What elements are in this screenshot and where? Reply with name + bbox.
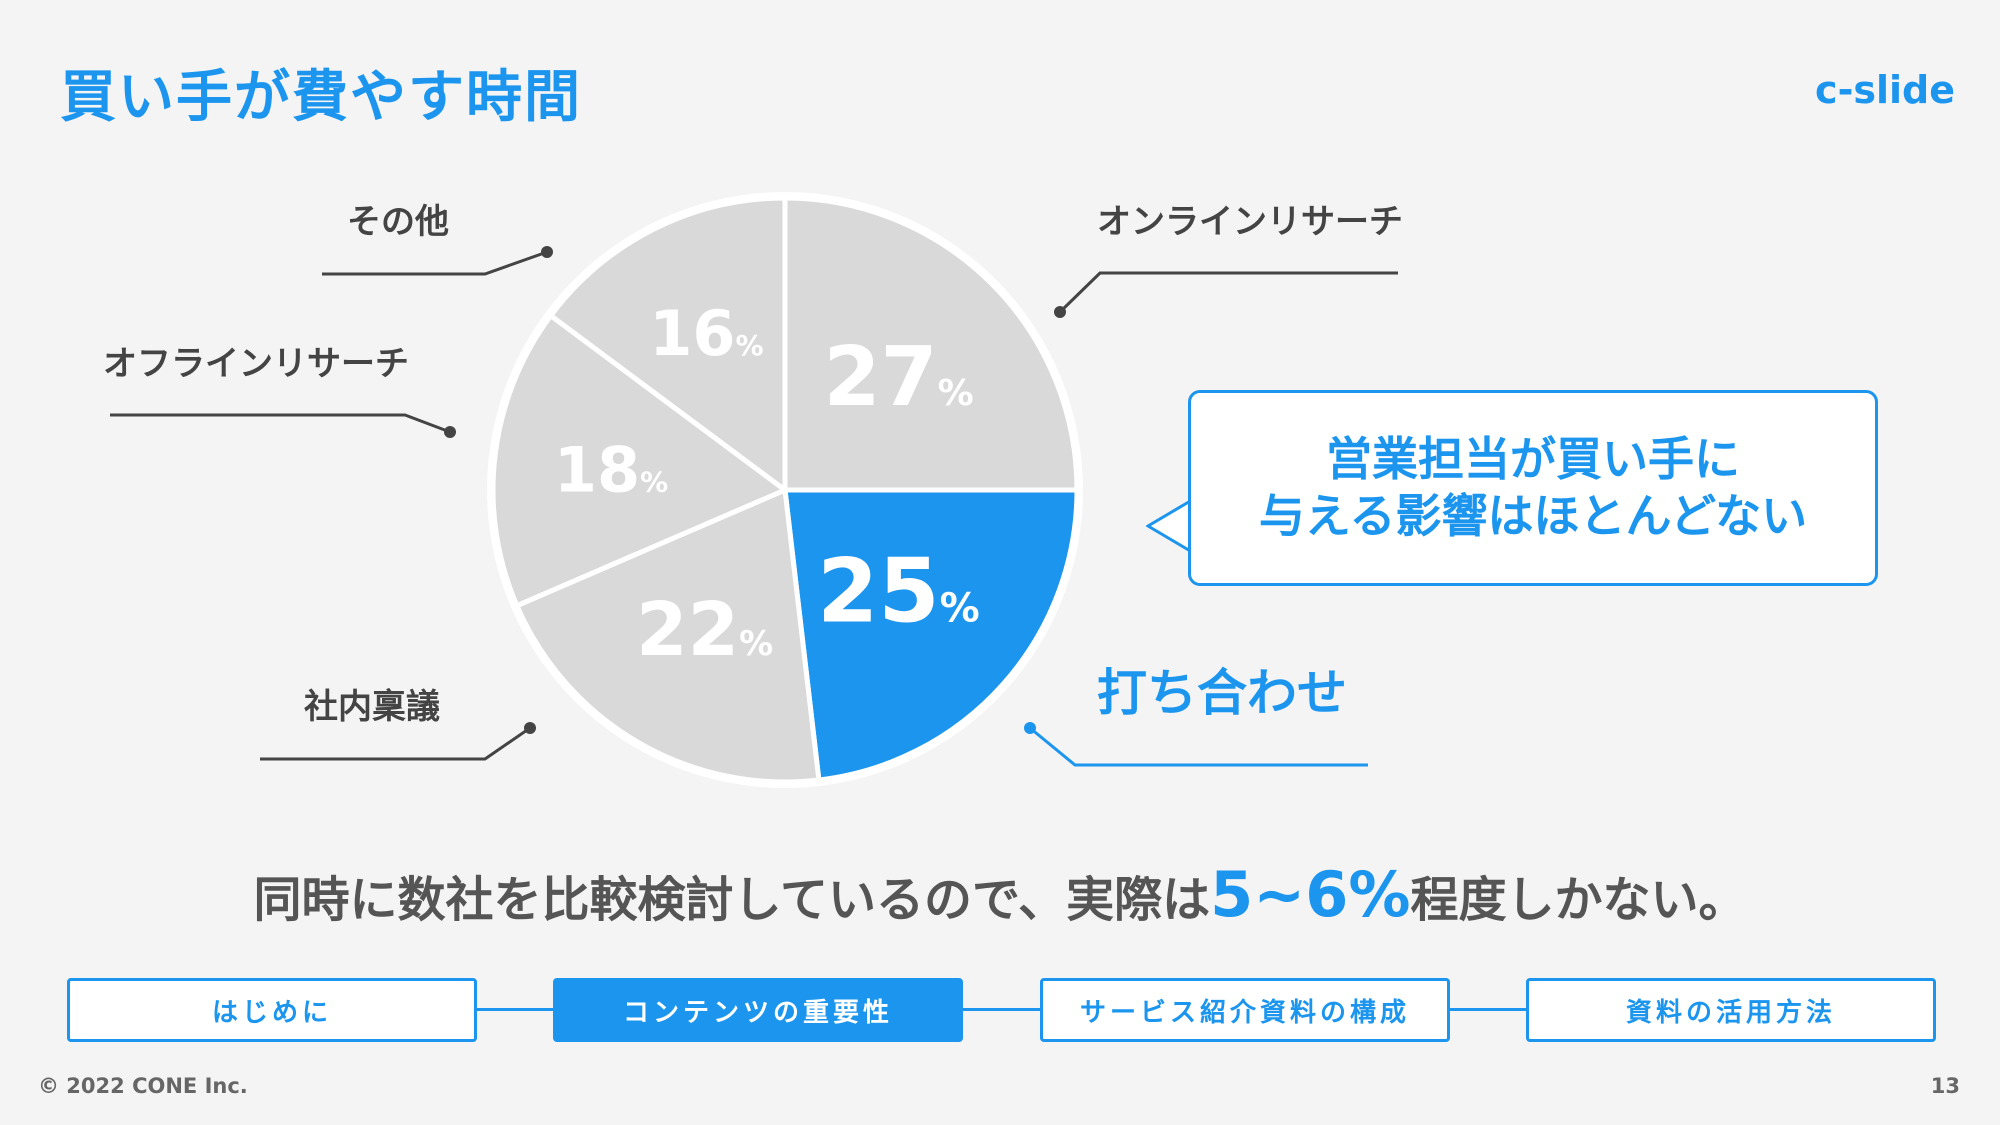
nav-step-label: はじめに (211, 997, 332, 1028)
nav-step-intro[interactable]: はじめに (67, 978, 477, 1042)
slice-value-label: 18% (554, 433, 668, 506)
copyright: © 2022 CONE Inc. (38, 1074, 248, 1098)
callout-box: 営業担当が買い手に 与える影響はほとんどない (1188, 390, 1878, 586)
brand-logo: c-slide (1815, 68, 1955, 112)
leader-line (1029, 726, 1368, 767)
leader-line (110, 413, 451, 434)
nav-step-deck-structure[interactable]: サービス紹介資料の構成 (1040, 978, 1450, 1042)
slice-value-label: 25% (817, 540, 980, 643)
nav-step-label: コンテンツの重要性 (622, 997, 893, 1028)
summary-after: 程度しかない。 (1410, 872, 1747, 928)
summary-highlight: 5~6% (1210, 858, 1411, 931)
slice-category-label: その他 (347, 202, 449, 242)
callout-line-1: 営業担当が買い手に (1326, 431, 1740, 486)
slice-category-label: 打ち合わせ (1097, 664, 1347, 722)
nav-step-usage[interactable]: 資料の活用方法 (1526, 978, 1936, 1042)
pie-slice (782, 487, 1080, 783)
slice-value-label: 16% (649, 297, 763, 370)
callout-tail-icon (1146, 497, 1194, 555)
leader-line (260, 726, 531, 761)
slice-value-label: 22% (636, 587, 773, 673)
summary-text: 同時に数社を比較検討しているので、実際は5~6%程度しかない。 (0, 858, 2000, 931)
nav-connector (470, 1008, 1550, 1011)
leader-line (322, 250, 548, 276)
slice-category-label: オンラインリサーチ (1097, 202, 1403, 242)
pie-slice (490, 312, 790, 609)
pie-slice (547, 195, 788, 495)
leader-line (1058, 271, 1398, 314)
pie-slice (513, 486, 822, 785)
slice-category-label: 社内稟議 (304, 687, 440, 727)
slice-value-label: 27% (823, 330, 973, 425)
nav-step-label: 資料の活用方法 (1625, 997, 1836, 1028)
summary-before: 同時に数社を比較検討しているので、実際は (253, 872, 1211, 928)
nav-step-content-importance[interactable]: コンテンツの重要性 (553, 978, 963, 1042)
page-number: 13 (1930, 1074, 1960, 1098)
callout-line-2: 与える影響はほとんどない (1258, 489, 1808, 543)
slide-title: 買い手が費やす時間 (60, 65, 582, 130)
nav-step-label: サービス紹介資料の構成 (1079, 997, 1410, 1028)
pie-slice (782, 195, 1080, 493)
slice-category-label: オフラインリサーチ (103, 344, 409, 384)
